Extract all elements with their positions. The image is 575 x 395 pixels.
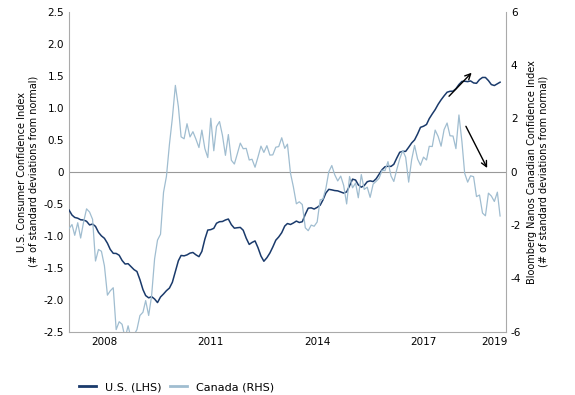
- Legend: U.S. (LHS), Canada (RHS): U.S. (LHS), Canada (RHS): [75, 378, 278, 395]
- Y-axis label: U.S. Consumer Confidence Index
(# of standard deviations from normal): U.S. Consumer Confidence Index (# of sta…: [17, 76, 38, 267]
- Y-axis label: Bloomberg Nanos Canadian Confidence Index
(# of standard deviations from normal): Bloomberg Nanos Canadian Confidence Inde…: [527, 60, 549, 284]
